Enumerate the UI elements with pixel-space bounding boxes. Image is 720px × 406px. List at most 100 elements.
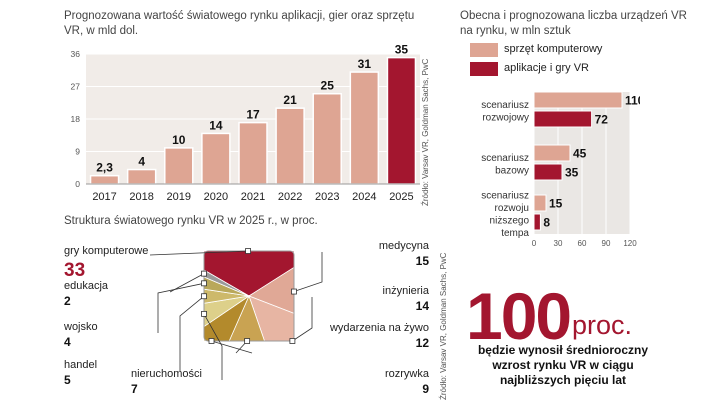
bar-value-label: 110 <box>625 94 640 108</box>
pie-chart-source: Źródło: Varsav VR, Goldman Sachs, PwC <box>439 252 448 400</box>
x-tick-label: 2020 <box>204 191 228 203</box>
x-tick-label: 2024 <box>352 191 376 203</box>
bar <box>275 107 305 185</box>
segment-label: medycyna <box>379 240 430 252</box>
leader-marker <box>201 310 207 317</box>
bar-value-label: 10 <box>172 133 186 147</box>
leader-marker <box>244 338 251 344</box>
bar <box>533 144 571 162</box>
leader-marker <box>201 293 207 300</box>
segment-label: rozrywka <box>385 368 430 380</box>
bar <box>312 92 342 185</box>
x-tick-label: 2025 <box>389 191 413 203</box>
segment-label: handel <box>64 359 97 371</box>
leader-line <box>292 297 313 342</box>
leader-line <box>211 340 253 354</box>
leader-line <box>203 313 223 380</box>
segment-value: 5 <box>64 373 71 387</box>
growth-number: 100 <box>466 279 572 353</box>
bar <box>89 174 120 185</box>
x-tick-label: 2019 <box>167 191 191 203</box>
leader-line <box>293 252 323 292</box>
bar-chart: 0 9 18 27 36 2,3 2017 4 2018 10 2019 14 2020 17 2021 21… <box>71 43 420 203</box>
category-label: scenariusz <box>481 100 529 111</box>
segment-value: 4 <box>64 335 71 349</box>
leader-marker <box>245 248 251 254</box>
bar <box>533 213 541 231</box>
x-tick-label: 90 <box>602 239 611 248</box>
leader-line <box>157 282 205 333</box>
y-tick-label: 27 <box>71 82 81 92</box>
bar-value-label: 21 <box>283 93 297 107</box>
x-tick-label: 120 <box>623 239 637 248</box>
x-tick-label: 2023 <box>315 191 339 203</box>
segment-label: gry komputerowe <box>64 245 148 257</box>
x-tick-label: 2022 <box>278 191 302 203</box>
legend-label-apps: aplikacje i gry VR <box>504 62 589 74</box>
device-chart-title: Obecna i prognozowana liczba urządzeń VR… <box>460 10 687 37</box>
category-label: bazowy <box>495 165 529 176</box>
category-label: scenariusz <box>481 190 529 201</box>
bar <box>126 168 157 185</box>
leader-line <box>149 250 249 256</box>
x-tick-label: 0 <box>532 239 537 248</box>
category-label: rozwoju <box>495 203 529 214</box>
leader-marker <box>201 270 207 277</box>
bar-value-label: 17 <box>246 108 260 122</box>
segment-value: 33 <box>64 260 85 281</box>
bar <box>349 71 380 185</box>
bar-chart-source: Źródło: Varsav VR, Goldman Sachs, PwC <box>421 58 430 206</box>
y-tick-label: 18 <box>71 114 81 124</box>
bar-value-label: 35 <box>565 166 579 180</box>
segment-value: 9 <box>422 382 429 396</box>
x-tick-label: 2017 <box>92 191 116 203</box>
bar <box>533 163 563 181</box>
y-tick-label: 9 <box>75 147 80 157</box>
bar-chart-title: Prognozowana wartość światowego rynku ap… <box>64 10 415 37</box>
leader-marker <box>291 288 297 295</box>
bar-value-label: 4 <box>138 155 145 169</box>
segment-value: 7 <box>131 382 138 396</box>
category-label: scenariusz <box>481 153 529 164</box>
legend-swatch-apps <box>470 62 498 76</box>
segment-value: 2 <box>64 294 71 308</box>
bar-value-label: 14 <box>209 118 223 132</box>
leader-marker <box>208 338 215 344</box>
segment-label: edukacja <box>64 280 109 292</box>
growth-unit: proc. <box>572 310 633 340</box>
segment-label: nieruchomości <box>131 368 202 380</box>
bar <box>238 121 268 185</box>
legend-swatch-hardware <box>470 43 498 57</box>
y-tick-label: 0 <box>75 179 80 189</box>
bar-value-label: 8 <box>543 216 550 230</box>
bar <box>201 132 231 185</box>
segment-label: inżynieria <box>383 285 430 297</box>
bar-value-label: 15 <box>549 197 563 211</box>
y-tick-label: 36 <box>71 49 81 59</box>
pie-chart: gry komputerowe 33 medycyna 15 inżynieria 14 w… <box>63 240 430 396</box>
leader-line <box>179 295 205 371</box>
category-label: rozwojowy <box>482 112 529 123</box>
bar <box>533 194 547 212</box>
leader-line <box>169 273 205 293</box>
segment-label: wydarzenia na żywo <box>329 322 429 334</box>
pie-chart-title: Struktura światowego rynku VR w 2025 r.,… <box>64 215 318 227</box>
bar-value-label: 35 <box>395 43 409 57</box>
segment-value: 12 <box>416 336 430 350</box>
x-tick-label: 30 <box>554 239 563 248</box>
growth-description: będzie wynosił średnioroczny wzrost rynk… <box>477 343 649 387</box>
leader-marker <box>289 338 296 344</box>
segment-value: 15 <box>416 254 430 268</box>
bar-value-label: 31 <box>358 57 372 71</box>
bar <box>533 110 593 128</box>
category-label: niższego <box>490 215 530 226</box>
leader-marker <box>201 280 207 287</box>
bar-value-label: 45 <box>573 147 587 161</box>
bar <box>533 91 623 109</box>
x-tick-label: 2018 <box>129 191 153 203</box>
bar <box>164 147 194 185</box>
bar-value-label: 72 <box>595 113 609 127</box>
device-chart: 0306090120scenariuszrozwojowy11072scenar… <box>481 91 640 248</box>
bar <box>386 56 417 185</box>
segment-value: 14 <box>416 299 430 313</box>
